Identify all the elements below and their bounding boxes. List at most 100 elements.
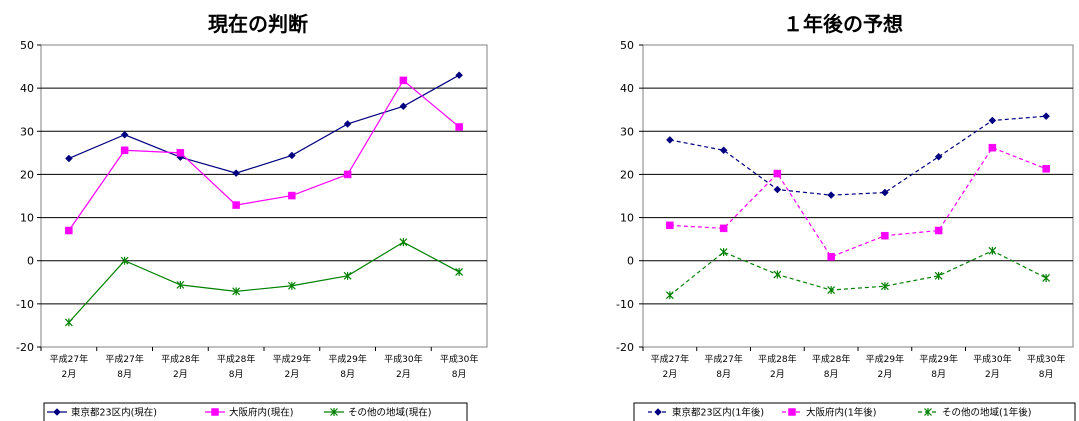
x-tick-label-year: 平成27年 [651, 353, 689, 365]
data-point [176, 280, 185, 289]
x-tick-label-year: 平成30年 [973, 353, 1011, 365]
x-tick-label-month: 8月 [716, 369, 731, 380]
data-point [65, 226, 73, 235]
data-point [232, 201, 240, 209]
y-tick-label: 10 [20, 212, 34, 225]
series-lines [64, 71, 464, 327]
data-point [1042, 165, 1050, 173]
data-point [934, 152, 943, 161]
y-tick-label: -10 [16, 298, 34, 311]
data-point [934, 226, 943, 235]
data-point [64, 318, 73, 327]
data-point [880, 282, 889, 291]
legend-marker [330, 408, 338, 416]
data-point [988, 143, 997, 152]
data-point [399, 76, 408, 85]
plot-border [642, 44, 1074, 348]
data-point [176, 149, 185, 157]
x-tick-label-year: 平成30年 [1027, 353, 1065, 365]
x-tick-label-month: 8月 [117, 369, 132, 380]
y-axis-ticks: -20 -10 0 10 20 30 40 50 [616, 39, 634, 354]
data-point [343, 271, 352, 280]
x-tick-label-year: 平成27年 [704, 353, 742, 365]
plot-border [40, 44, 488, 348]
legend-label: その他の地域(現在) [348, 407, 431, 419]
series-line [669, 146, 1047, 258]
data-point [399, 102, 408, 111]
x-tick-label-month: 2月 [770, 369, 785, 380]
data-point [343, 170, 352, 179]
series-line [68, 74, 460, 174]
x-tick-label-month: 2月 [285, 369, 300, 380]
x-tick-label-year: 平成29年 [866, 353, 904, 365]
x-tick-label-year: 平成27年 [105, 353, 143, 365]
series-line [68, 79, 460, 231]
y-tick-label: 30 [20, 125, 34, 138]
legend-box [633, 402, 1076, 421]
data-point [120, 130, 129, 139]
y-tick-label: 0 [27, 255, 34, 268]
series-line [669, 250, 1047, 296]
data-point [934, 271, 943, 280]
data-point [666, 221, 674, 230]
y-axis-ticks: -20 -10 0 10 20 30 40 50 [16, 39, 34, 354]
gridlines [37, 44, 488, 348]
data-point [827, 191, 835, 199]
data-point [455, 267, 464, 276]
y-tick-label: -10 [616, 298, 634, 311]
x-tick-label-month: 8月 [824, 369, 839, 380]
legend-marker [53, 408, 61, 416]
y-tick-label: -20 [616, 341, 634, 354]
legend-box [43, 402, 468, 421]
data-point [827, 253, 835, 261]
x-tick-label-month: 8月 [931, 369, 946, 380]
legend-label: 東京都23区内(1年後) [672, 407, 764, 419]
legend: 東京都23区内(現在) 大阪府内(現在) その他の地域(現在) [43, 402, 468, 421]
y-tick-label: -20 [16, 341, 34, 354]
data-point [232, 287, 241, 296]
y-tick-label: 20 [20, 168, 34, 181]
x-tick-label-year: 平成27年 [50, 353, 88, 365]
y-tick-label: 40 [620, 82, 634, 95]
data-point [719, 224, 728, 233]
y-tick-label: 10 [620, 212, 634, 225]
x-axis-ticks: 平成27年 2月 平成27年 8月 平成28年 2月 平成28年 8月 平成29年 2月 平成29年… [40, 347, 478, 380]
gridlines [639, 44, 1074, 348]
x-tick-label-month: 8月 [340, 369, 355, 380]
data-point [881, 188, 889, 197]
x-tick-label-year: 平成28年 [217, 353, 255, 365]
x-tick-label-month: 8月 [452, 369, 467, 380]
legend: 東京都23区内(1年後) 大阪府内(1年後) その他の地域(1年後) [633, 402, 1076, 421]
data-point [988, 116, 997, 125]
data-point [288, 151, 296, 160]
legend-marker [924, 408, 932, 416]
y-tick-label: 30 [620, 125, 634, 138]
x-tick-label-year: 平成30年 [440, 353, 478, 365]
data-point [455, 71, 463, 80]
x-tick-label-year: 平成30年 [384, 353, 422, 365]
x-tick-label-month: 2月 [663, 369, 678, 380]
data-point [287, 281, 296, 290]
data-point [120, 256, 129, 265]
series-lines [665, 112, 1051, 300]
series-line [669, 115, 1047, 196]
x-tick-label-month: 2月 [396, 369, 411, 380]
data-point [773, 185, 782, 194]
data-point [881, 231, 889, 240]
y-tick-label: 50 [20, 39, 34, 52]
x-tick-label-month: 8月 [229, 369, 244, 380]
legend-label: 東京都23区内(現在) [71, 407, 157, 419]
legend-label: 大阪府内(現在) [229, 407, 293, 419]
legend-marker [211, 408, 219, 416]
data-point [665, 291, 674, 300]
data-point [773, 169, 782, 178]
chart-title: 現在の判断 [208, 12, 308, 36]
data-point [120, 146, 129, 155]
legend-marker [654, 408, 662, 416]
x-tick-label-month: 8月 [1039, 369, 1054, 380]
data-point [288, 191, 296, 200]
data-point [1042, 112, 1050, 121]
x-tick-label-year: 平成29年 [919, 353, 957, 365]
y-tick-label: 0 [627, 255, 634, 268]
